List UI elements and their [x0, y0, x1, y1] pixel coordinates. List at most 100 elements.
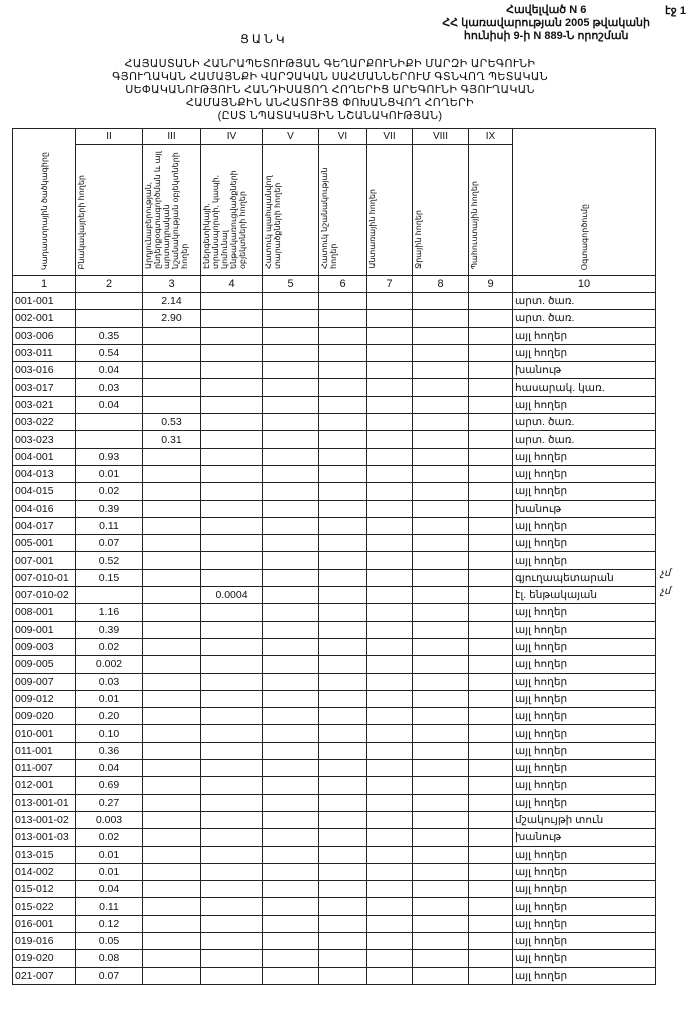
empty-cell: [366, 880, 413, 899]
industrial-land-value: 0.31: [142, 430, 201, 449]
empty-cell: [468, 707, 513, 726]
land-use: այլ հողեր: [512, 326, 656, 345]
empty-cell: [366, 361, 413, 380]
energy-land-value: [200, 378, 263, 397]
empty-cell: [412, 880, 469, 899]
cadastral-code: 003-022: [12, 413, 76, 432]
empty-cell: [366, 655, 413, 674]
settlement-land-value: [75, 430, 143, 449]
cadastral-code: 009-003: [12, 637, 76, 657]
empty-cell: [412, 586, 469, 605]
cadastral-code: 004-015: [12, 482, 76, 501]
industrial-land-value: 2.14: [142, 291, 201, 311]
industrial-land-value: [142, 672, 201, 691]
empty-cell: [318, 724, 367, 743]
column-number: 4: [200, 275, 263, 293]
land-use: այլ հողեր: [512, 724, 656, 743]
empty-cell: [412, 568, 469, 588]
annex-note: Հավելված N 6 ՀՀ կառավարության 2005 թվակա…: [442, 4, 650, 43]
column-number: 10: [512, 275, 656, 293]
table-row: 003-023 0.31 արտ. ծառ.: [12, 430, 656, 449]
settlement-land-value: [75, 586, 143, 605]
empty-cell: [412, 759, 469, 778]
cadastral-code: 002-001: [12, 309, 76, 328]
empty-cell: [262, 603, 319, 622]
empty-cell: [318, 326, 367, 345]
cadastral-code: 016-001: [12, 914, 76, 933]
energy-land-value: [200, 620, 263, 639]
empty-cell: [412, 949, 469, 968]
table-row: 015-012 0.04 այլ հողեր: [12, 880, 656, 899]
cadastral-code: 013-015: [12, 845, 76, 864]
column-header-cell: Անտառային հողեր: [366, 144, 413, 276]
industrial-land-value: [142, 914, 201, 933]
energy-land-value: [200, 326, 263, 345]
column-header: Պահուստային հողեր: [470, 180, 479, 269]
column-number-row: 1 2 3 4 5 6 7 8 9 10: [12, 275, 656, 293]
empty-cell: [318, 914, 367, 933]
settlement-land-value: 0.93: [75, 447, 143, 466]
cadastral-code: 009-020: [12, 707, 76, 726]
empty-cell: [318, 447, 367, 466]
empty-cell: [366, 568, 413, 588]
empty-cell: [468, 672, 513, 691]
empty-cell: [262, 689, 319, 709]
energy-land-value: [200, 724, 263, 743]
industrial-land-value: [142, 499, 201, 518]
column-header-cell: Բնակավայրերի հողեր: [75, 144, 143, 276]
energy-land-value: [200, 931, 263, 951]
empty-cell: [366, 724, 413, 743]
empty-cell: [412, 828, 469, 847]
land-use: այլ հողեր: [512, 845, 656, 864]
table-row: 015-022 0.11 այլ հողեր: [12, 897, 656, 916]
land-use: այլ հողեր: [512, 689, 656, 709]
column-header-cell: Պահուստային հողեր: [468, 144, 513, 276]
empty-cell: [318, 395, 367, 415]
empty-cell: [412, 655, 469, 674]
empty-cell: [412, 534, 469, 553]
cadastral-code: 013-001-02: [12, 810, 76, 830]
column-header-row: Բնակավայրերի հողեր Արդյունաբերության, ընդ…: [13, 144, 656, 276]
settlement-land-value: 0.04: [75, 395, 143, 415]
empty-cell: [468, 655, 513, 674]
settlement-land-value: 0.39: [75, 499, 143, 518]
land-use: այլ հողեր: [512, 949, 656, 968]
empty-cell: [468, 880, 513, 899]
settlement-land-value: 0.07: [75, 534, 143, 553]
column-header: Հատուկ նշանակության հողեր: [320, 167, 338, 269]
cadastral-code: 004-017: [12, 516, 76, 536]
cadastral-code: 003-017: [12, 378, 76, 397]
empty-cell: [412, 464, 469, 484]
industrial-land-value: [142, 689, 201, 709]
cadastral-code: 021-007: [12, 966, 76, 985]
empty-cell: [262, 464, 319, 484]
industrial-land-value: [142, 568, 201, 588]
settlement-land-value: 0.35: [75, 326, 143, 345]
empty-cell: [262, 309, 319, 328]
empty-cell: [366, 949, 413, 968]
empty-cell: [468, 897, 513, 916]
industrial-land-value: [142, 741, 201, 761]
empty-cell: [412, 845, 469, 864]
table-row: 014-002 0.01 այլ հողեր: [12, 862, 656, 882]
cadastral-code: 007-001: [12, 551, 76, 570]
empty-cell: [412, 395, 469, 415]
table-row: 009-005 0.002 այլ հողեր: [12, 655, 656, 674]
empty-cell: [366, 551, 413, 570]
energy-land-value: [200, 568, 263, 588]
energy-land-value: [200, 516, 263, 536]
table-row: 009-020 0.20 այլ հողեր: [12, 707, 656, 726]
energy-land-value: [200, 741, 263, 761]
cadastral-code: 011-007: [12, 759, 76, 778]
cadastral-code: 003-021: [12, 395, 76, 415]
empty-cell: [262, 361, 319, 380]
land-use: այլ հողեր: [512, 603, 656, 622]
empty-cell: [412, 499, 469, 518]
land-use: այլ հողեր: [512, 914, 656, 933]
industrial-land-value: [142, 810, 201, 830]
empty-cell: [366, 586, 413, 605]
table-row: 007-010-02 0.0004 էլ. ենթակայան: [12, 586, 656, 605]
table-row: 012-001 0.69 այլ հողեր: [12, 776, 656, 795]
empty-cell: [468, 741, 513, 761]
empty-cell: [412, 689, 469, 709]
